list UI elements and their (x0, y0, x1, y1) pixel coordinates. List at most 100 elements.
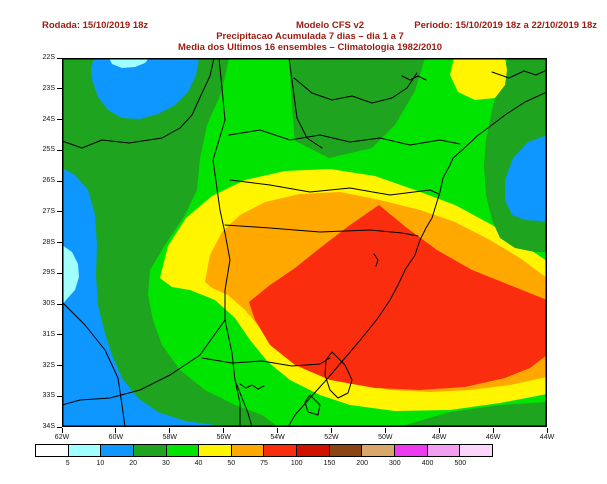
lat-tick (57, 272, 62, 274)
lon-tick-label: 44W (539, 434, 555, 441)
colorbar-cell (395, 445, 428, 456)
lat-tick-label: 28S (42, 238, 55, 246)
coastline (287, 91, 547, 427)
lat-tick-label: 27S (42, 207, 55, 215)
colorbar-label: 300 (389, 460, 401, 467)
run-label: Rodada: 15/10/2019 18z (42, 20, 149, 31)
river-uruguay-south (234, 379, 253, 427)
lat-tick (57, 365, 62, 366)
colorbar-label: 500 (454, 460, 467, 467)
lat-tick (57, 303, 62, 305)
lat-tick (57, 119, 62, 120)
precip-scale-colorbar (35, 444, 493, 457)
lon-tick (169, 428, 171, 433)
lat-tick (57, 211, 62, 213)
border-riograndedosul-south (201, 357, 331, 367)
lon-tick (330, 428, 332, 433)
island-florianopolis (373, 253, 379, 267)
lon-tick (492, 428, 494, 433)
border-saopaulo-west (288, 58, 323, 149)
region-cyan-west (62, 245, 79, 305)
region-blue-east (505, 135, 547, 222)
lon-tick-label: 60W (108, 434, 124, 441)
lon-tick-label: 46W (485, 434, 501, 441)
region-dark-green-top (289, 58, 425, 158)
colorbar-cell (362, 445, 396, 456)
lagoon-mirim (304, 394, 321, 416)
lon-tick (277, 428, 279, 433)
lon-tick (546, 428, 548, 433)
lon-tick (438, 428, 440, 433)
lat-tick-label: 24S (42, 115, 55, 123)
precip-contour-svg (62, 58, 547, 427)
coastline-northeast (491, 69, 547, 79)
colorbar-cell (133, 445, 167, 456)
colorbar-label: 40 (194, 460, 203, 467)
colorbar-label: 5 (65, 460, 70, 467)
lat-tick (57, 395, 62, 397)
colorbar-cell (101, 445, 134, 456)
river-paranapanema (62, 58, 215, 149)
border-parana-north (228, 129, 461, 146)
colorbar-label: 20 (129, 460, 138, 467)
model-title: Modelo CFS v2 (295, 20, 365, 31)
border-parana-south (229, 179, 440, 196)
period-label: Periodo: 15/10/2019 18z a 22/10/2019 18z (414, 20, 597, 31)
lat-tick (57, 242, 62, 243)
colorbar-cell (329, 445, 363, 456)
lat-tick (57, 57, 62, 59)
colorbar-cell (199, 445, 232, 456)
colorbar-cell (231, 445, 265, 456)
lat-tick-label: 30S (42, 300, 55, 307)
lon-tick (61, 428, 63, 433)
lat-tick-label: 23S (42, 84, 55, 92)
river-southwest (62, 301, 126, 427)
lon-tick (384, 428, 386, 433)
river-squiggle-south (239, 383, 265, 390)
colorbar-cell (427, 445, 461, 456)
region-dark-green-southeast (399, 402, 547, 427)
colorbar-label: 100 (290, 460, 303, 467)
colorbar-label: 150 (323, 460, 336, 467)
colorbar-cell (36, 445, 69, 456)
river-uruguay (62, 319, 226, 406)
precipitation-map (62, 58, 547, 427)
subtitle-ensemble: Media dos Ultimos 16 ensembles – Climato… (178, 42, 442, 53)
colorbar-cell (68, 445, 102, 456)
lat-tick-label: 26S (42, 177, 55, 184)
region-cyan-top (109, 58, 149, 68)
lat-tick-label: 25S (42, 146, 55, 154)
region-blue-northwest (91, 58, 199, 119)
lon-tick-label: 52W (324, 434, 339, 441)
lat-tick-label: 32S (42, 361, 55, 369)
lat-tick-label: 34S (42, 423, 55, 430)
lat-tick (57, 426, 62, 428)
region-blue-west (62, 168, 245, 427)
lat-tick-label: 22S (42, 54, 55, 61)
lat-tick-label: 33S (42, 392, 55, 400)
colorbar-label: 30 (161, 460, 170, 467)
lon-tick-label: 58W (162, 434, 177, 441)
region-red-core (249, 205, 547, 390)
colorbar-label: 400 (421, 460, 434, 467)
map-frame (62, 58, 547, 427)
lat-tick (57, 149, 62, 151)
lat-tick (57, 334, 62, 336)
lon-tick-label: 50W (378, 434, 393, 441)
lon-tick (115, 428, 117, 433)
lat-tick (57, 180, 62, 182)
colorbar-label: 75 (260, 460, 268, 467)
lon-tick-label: 48W (432, 434, 447, 441)
lat-tick (57, 88, 62, 90)
lat-tick-label: 29S (42, 269, 55, 277)
lon-tick (223, 428, 225, 433)
river-squiggle-northeast (401, 75, 427, 81)
colorbar-label: 200 (356, 460, 368, 467)
lon-tick-label: 56W (216, 434, 231, 441)
colorbar-cell (166, 445, 200, 456)
colorbar-cell (297, 445, 330, 456)
colorbar-cell (460, 445, 492, 456)
colorbar-label: 50 (227, 460, 236, 467)
colorbar-cell (264, 445, 298, 456)
